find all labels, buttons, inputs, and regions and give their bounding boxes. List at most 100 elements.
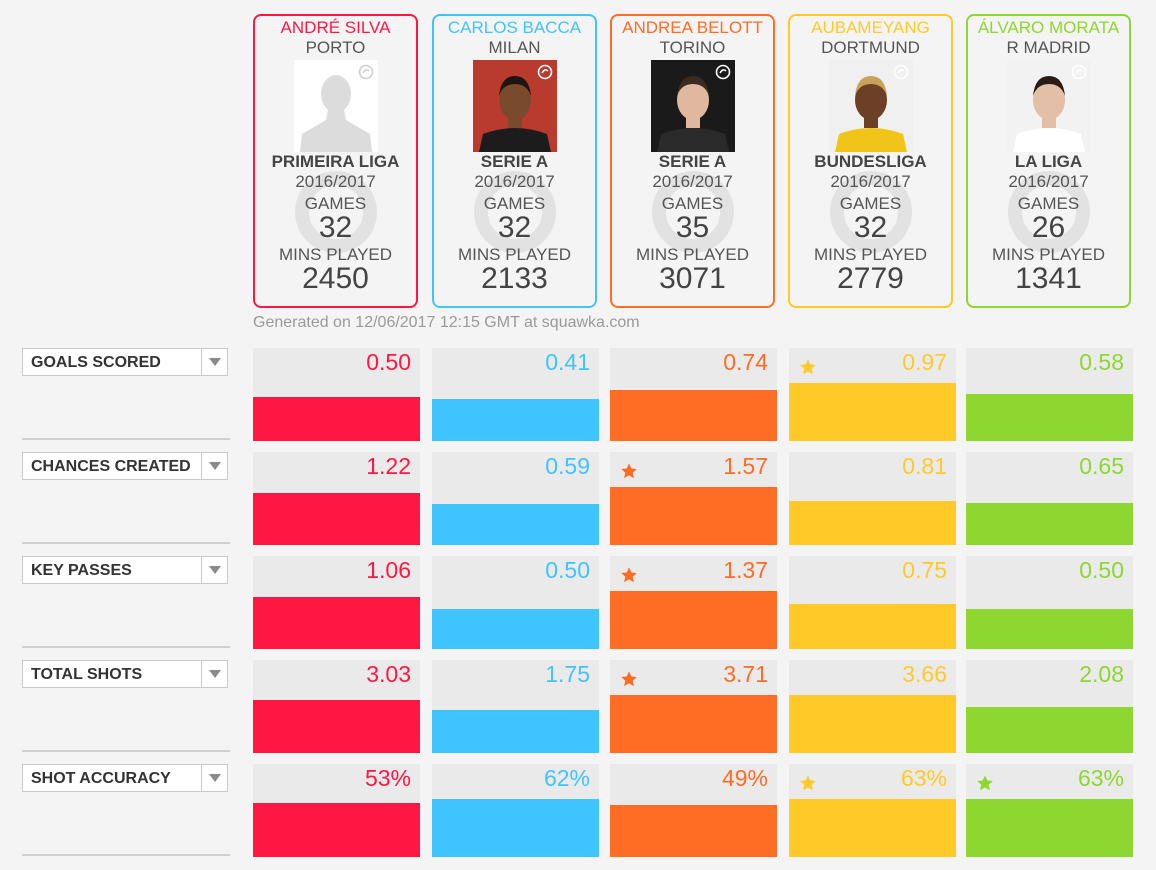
player-photo (828, 60, 913, 152)
stat-bar (610, 390, 777, 441)
metric-selector[interactable]: CHANCES CREATED (22, 452, 228, 480)
stat-bar-cell: 3.71 (610, 660, 777, 753)
games-value: 32 (318, 211, 353, 244)
games-label: GAMES (661, 194, 724, 213)
player-club: PORTO (305, 38, 366, 57)
games-value: 35 (675, 211, 710, 244)
row-divider (22, 438, 230, 440)
stat-bar-cell: 0.81 (789, 452, 956, 545)
squawka-logo-icon (893, 64, 908, 80)
player-photo (650, 60, 735, 152)
metric-selector[interactable]: KEY PASSES (22, 556, 228, 584)
stat-bar-cell: 1.75 (432, 660, 599, 753)
player-name: ÁLVARO MORATA (977, 18, 1120, 37)
stat-bar-cell: 0.41 (432, 348, 599, 441)
stat-value-label: 0.97 (902, 349, 947, 375)
player-name: AUBAMEYANG (811, 18, 930, 37)
player-card: ANDREA BELOTT TORINO SERIE A 2016/2017 GAMES… (610, 14, 775, 308)
games-label: GAMES (839, 194, 902, 213)
dropdown-button[interactable] (201, 557, 227, 583)
stat-value-label: 0.75 (902, 557, 947, 583)
stat-bar (610, 695, 777, 753)
league-name: BUNDESLIGA (814, 152, 927, 171)
stat-bar (253, 397, 420, 441)
star-icon (621, 567, 637, 583)
metric-label: KEY PASSES (31, 562, 132, 579)
stat-bar-cell: 0.75 (789, 556, 956, 649)
stat-bar (966, 707, 1133, 753)
player-club: R MADRID (1006, 38, 1091, 57)
stat-bar-cell: 0.65 (966, 452, 1133, 545)
stat-value-label: 1.75 (545, 661, 590, 687)
player-photo (1006, 60, 1091, 152)
stat-value-label: 0.59 (545, 453, 590, 479)
player-photo (472, 60, 557, 152)
stat-bar (789, 501, 956, 545)
player-card: ÁLVARO MORATA R MADRID LA LIGA 2016/2017 GAM… (966, 14, 1131, 308)
stat-bar (432, 504, 599, 545)
mins-played-label: MINS PLAYED (278, 245, 393, 264)
stat-bar-cell: 1.06 (253, 556, 420, 649)
squawka-logo-icon (537, 64, 552, 80)
stat-value-label: 0.81 (902, 453, 947, 479)
player-portrait-icon (828, 60, 913, 152)
metric-selector[interactable]: GOALS SCORED (22, 348, 228, 376)
stat-value-label: 62% (543, 765, 590, 791)
dropdown-button[interactable] (201, 453, 227, 479)
season: 2016/2017 (1008, 172, 1089, 191)
stat-value-label: 0.74 (723, 349, 768, 375)
generated-note: Generated on 12/06/2017 12:15 GMT at squ… (253, 314, 640, 331)
stat-bar-cell: 62% (432, 764, 599, 857)
stat-value-label: 0.50 (1079, 557, 1124, 583)
player-stats: SERIE A 2016/2017 GAMES 32 MINS PLAYED 2133 (434, 152, 595, 294)
stat-bar (789, 799, 956, 857)
dropdown-button[interactable] (201, 765, 227, 791)
metric-selector[interactable]: SHOT ACCURACY (22, 764, 228, 792)
season: 2016/2017 (474, 172, 555, 191)
squawka-logo-icon (715, 64, 730, 80)
player-stats: PRIMEIRA LIGA 2016/2017 GAMES 32 MINS PLAYED… (255, 152, 416, 294)
player-portrait-icon (472, 60, 557, 152)
games-value: 26 (1031, 211, 1066, 244)
stat-value-label: 0.50 (366, 349, 411, 375)
dropdown-button[interactable] (201, 661, 227, 687)
metric-label: SHOT ACCURACY (31, 770, 171, 787)
stat-bar-cell: 0.74 (610, 348, 777, 441)
stat-value-label: 1.57 (723, 453, 768, 479)
mins-played-value: 2450 (302, 262, 369, 295)
stat-bar-cell: 2.08 (966, 660, 1133, 753)
stat-value-label: 3.66 (902, 661, 947, 687)
stat-bar (789, 383, 956, 441)
stat-bar (432, 799, 599, 857)
mins-played-label: MINS PLAYED (991, 245, 1106, 264)
star-icon (621, 463, 637, 479)
games-value: 32 (497, 211, 532, 244)
stat-bar-cell: 63% (789, 764, 956, 857)
stat-bar (432, 399, 599, 441)
stat-value-label: 3.03 (366, 661, 411, 687)
league-name: LA LIGA (1014, 152, 1083, 171)
games-label: GAMES (483, 194, 546, 213)
stat-bar-cell: 1.57 (610, 452, 777, 545)
star-icon (800, 775, 816, 791)
player-name: CARLOS BACCA (447, 18, 582, 37)
stat-value-label: 0.58 (1079, 349, 1124, 375)
stat-value-label: 0.65 (1079, 453, 1124, 479)
squawka-watermark-icon (829, 171, 912, 253)
metric-selector[interactable]: TOTAL SHOTS (22, 660, 228, 688)
player-club: MILAN (488, 38, 541, 57)
triangle-down-icon (209, 358, 221, 366)
player-portrait-icon (650, 60, 735, 152)
stat-bar (610, 487, 777, 545)
mins-played-value: 1341 (1015, 262, 1082, 295)
triangle-down-icon (209, 670, 221, 678)
dropdown-button[interactable] (201, 349, 227, 375)
player-card: CARLOS BACCA MILAN SERIE A 2016/2017 GAMES 32… (432, 14, 597, 308)
triangle-down-icon (209, 774, 221, 782)
stat-bar-cell: 0.50 (966, 556, 1133, 649)
player-portrait-icon (1006, 60, 1091, 152)
player-club: DORTMUND (821, 38, 920, 57)
metric-label: GOALS SCORED (31, 354, 161, 371)
triangle-down-icon (209, 566, 221, 574)
league-name: SERIE A (658, 152, 727, 171)
